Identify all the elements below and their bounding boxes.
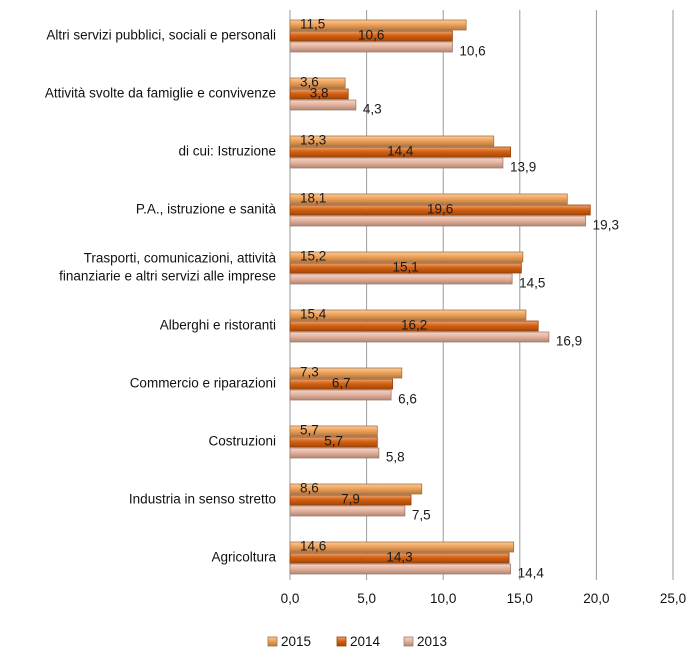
x-tick-label: 15,0 — [507, 591, 533, 606]
category-label: P.A., istruzione e sanità — [136, 202, 277, 217]
data-label: 14,4 — [518, 566, 545, 581]
bar-2015 — [289, 367, 403, 379]
bars-layer: 11,5 10,6 10,6 3,63,8 4,3 13,3 14,4 13,9 18,1 19,… — [289, 17, 619, 581]
legend-label: 2014 — [350, 634, 381, 649]
category-label: Commercio e riparazioni — [130, 376, 276, 391]
bar-2013 — [289, 447, 380, 459]
data-label: 7,9 — [341, 492, 360, 507]
bar-2014 — [289, 146, 512, 158]
data-label: 14,4 — [387, 144, 414, 159]
category-label: Alberghi e ristoranti — [160, 318, 276, 333]
data-label: 15,2 — [300, 249, 326, 264]
data-label: 8,6 — [300, 481, 319, 496]
data-label: 16,9 — [556, 334, 582, 349]
x-tick-label: 5,0 — [357, 591, 376, 606]
data-label: 7,5 — [412, 508, 431, 523]
x-axis-ticks: 0,0 5,0 10,0 15,0 20,0 25,0 — [281, 591, 687, 606]
bar-2013 — [289, 215, 587, 227]
bar-2013 — [289, 389, 392, 401]
data-label: 5,7 — [300, 423, 319, 438]
data-label: 11,5 — [300, 17, 325, 32]
data-label: 7,3 — [300, 365, 319, 380]
bar-2014 — [289, 494, 412, 506]
data-label: 19,6 — [427, 202, 453, 217]
bar-2014 — [289, 262, 522, 274]
legend-swatch-2013 — [403, 636, 414, 647]
bar-2015 — [289, 135, 495, 147]
bar-2014 — [289, 30, 453, 42]
bar-2015 — [289, 251, 524, 263]
bar-2013 — [289, 563, 512, 575]
data-label: 19,3 — [593, 218, 619, 233]
bar-2015 — [289, 309, 527, 321]
data-label: 4,3 — [363, 102, 382, 117]
data-label: 15,1 — [393, 260, 419, 275]
data-label: 6,6 — [398, 392, 417, 407]
bar-2015 — [289, 425, 378, 437]
legend-label: 2015 — [281, 634, 311, 649]
bar-2013 — [289, 505, 406, 517]
bar-2013 — [289, 157, 504, 169]
category-label: Industria in senso stretto — [129, 492, 276, 507]
data-label: 5,7 — [324, 434, 343, 449]
category-label: Costruzioni — [208, 434, 276, 449]
bar-2013 — [289, 331, 550, 343]
category-labels: Altri servizi pubblici, sociali e person… — [45, 28, 277, 565]
bar-2014 — [289, 320, 539, 332]
category-label: finanziarie e altri servizi alle imprese — [59, 269, 276, 284]
data-label: 10,6 — [358, 28, 384, 43]
bar-2015 — [289, 77, 346, 89]
bar-2014 — [289, 378, 394, 390]
bar-2015 — [289, 541, 515, 553]
category-label: Altri servizi pubblici, sociali e person… — [46, 28, 276, 43]
bar-2014 — [289, 552, 510, 564]
data-label: 14,5 — [519, 276, 545, 291]
x-tick-label: 25,0 — [660, 591, 686, 606]
data-label: 3,6 — [300, 75, 319, 90]
legend-swatch-2015 — [267, 636, 278, 647]
bar-2015 — [289, 19, 467, 31]
legend: 2015 2014 2013 — [267, 634, 447, 649]
bar-2013 — [289, 99, 357, 111]
category-label: Agricoltura — [211, 550, 276, 565]
x-tick-label: 10,0 — [430, 591, 456, 606]
data-label: 10,6 — [459, 44, 485, 59]
bar-2014 — [289, 88, 349, 100]
category-label: Trasporti, comunicazioni, attività — [84, 251, 277, 266]
data-label: 18,1 — [300, 191, 326, 206]
data-label: 14,6 — [300, 539, 326, 554]
data-label: 16,2 — [401, 318, 427, 333]
category-label: di cui: Istruzione — [178, 144, 276, 159]
category-label: Attività svolte da famiglie e convivenze — [45, 86, 276, 101]
x-tick-label: 0,0 — [281, 591, 300, 606]
data-label: 6,7 — [332, 376, 351, 391]
bar-2014 — [289, 436, 378, 448]
data-label: 5,8 — [386, 450, 405, 465]
bar-2015 — [289, 483, 423, 495]
legend-swatch-2014 — [336, 636, 347, 647]
bar-2014 — [289, 204, 591, 216]
data-label: 14,3 — [386, 550, 412, 565]
legend-label: 2013 — [417, 634, 447, 649]
bar-2013 — [289, 273, 513, 285]
data-label: 13,3 — [300, 133, 326, 148]
x-tick-label: 20,0 — [583, 591, 609, 606]
data-label: 15,4 — [300, 307, 327, 322]
bar-2013 — [289, 41, 453, 53]
data-label: 3,8 — [310, 86, 329, 101]
bar-2015 — [289, 193, 568, 205]
data-label: 13,9 — [510, 160, 536, 175]
